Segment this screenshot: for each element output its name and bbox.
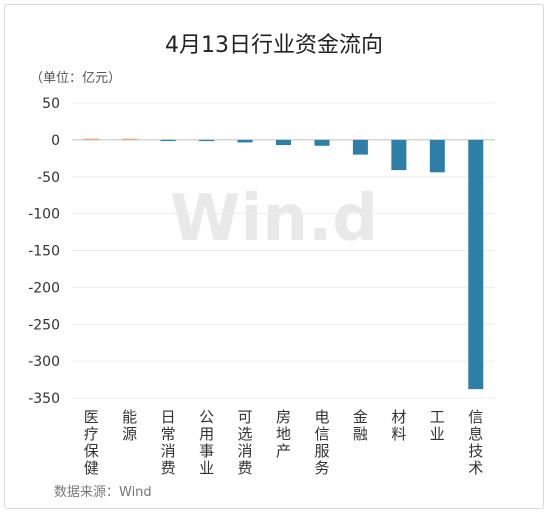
bar-7: [352, 139, 368, 155]
x-tick-label: 房地产: [276, 408, 291, 460]
bar-2: [160, 139, 176, 142]
chart-title: 4月13日行业资金流向: [165, 33, 383, 58]
unit-label: （单位：亿元）: [30, 71, 121, 86]
bar-5: [276, 139, 291, 146]
x-tick-label: 金融: [353, 408, 368, 443]
bar-9: [429, 139, 445, 173]
x-tick-label: 材料: [391, 408, 406, 443]
bar-3: [199, 139, 215, 142]
y-tick-labels: 50 0 -50 -100 -150 -200 -250 -300 -350: [28, 96, 60, 407]
y-tick-label: -250: [28, 317, 60, 333]
y-tick-label: 0: [51, 133, 60, 149]
x-tick-label: 电信服务: [314, 408, 329, 477]
y-tick-label: -300: [28, 354, 60, 370]
bar-8: [391, 139, 407, 171]
chart-frame: [4, 4, 544, 509]
bar-0: [83, 138, 99, 140]
bar-10: [468, 139, 484, 390]
x-tick-label: 信息技术: [468, 408, 483, 477]
y-tick-label: -150: [28, 244, 60, 260]
watermark: Win.d: [170, 182, 378, 256]
x-tick-label: 工业: [430, 408, 445, 443]
x-tick-label: 公用事业: [199, 408, 214, 477]
y-tick-label: -100: [28, 207, 60, 223]
bars: [83, 138, 484, 390]
bar-4: [237, 139, 253, 143]
x-tick-label: 能源: [122, 408, 137, 443]
x-tick-label: 可选消费: [238, 408, 253, 477]
bar-6: [314, 139, 330, 146]
x-tick-label: 日常消费: [161, 408, 176, 477]
bar-1: [122, 138, 138, 140]
y-tick-label: -350: [28, 391, 60, 407]
x-tick-label: 医疗保健: [84, 408, 99, 477]
y-tick-label: -50: [37, 170, 60, 186]
grid-lines: [72, 102, 495, 399]
y-tick-label: 50: [42, 96, 60, 112]
source-note: 数据来源：Wind: [54, 485, 152, 500]
y-tick-label: -200: [28, 280, 60, 296]
